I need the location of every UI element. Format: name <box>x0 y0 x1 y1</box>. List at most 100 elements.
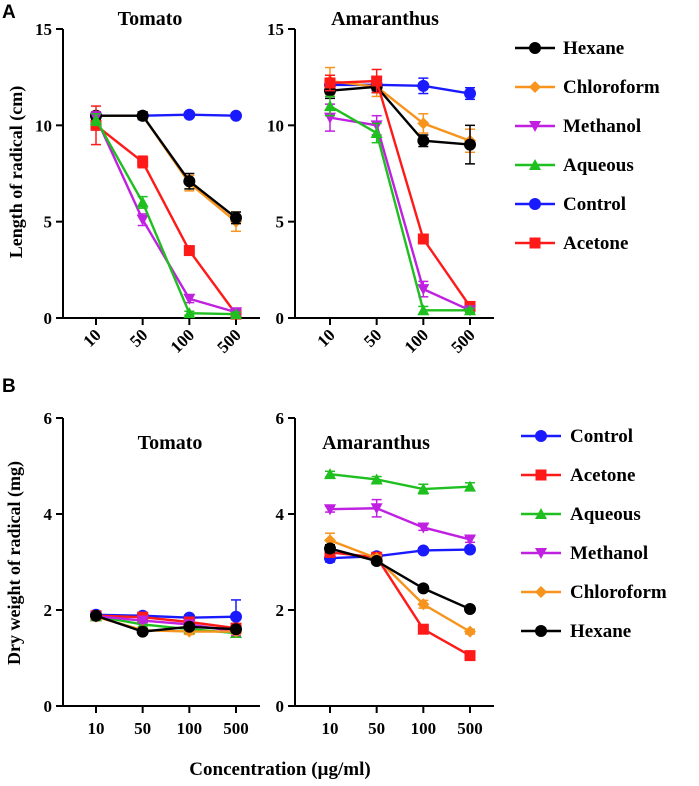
series-3-aqueous <box>324 468 476 495</box>
legend-b-item-hexane: Hexane <box>521 621 631 642</box>
data-point-1-methanol-2 <box>417 284 430 296</box>
series-1-hexane <box>324 80 476 165</box>
legend-b-label-acetone: Acetone <box>570 465 635 486</box>
legend-b-marker-methanol <box>535 548 547 559</box>
data-point-0-methanol-1 <box>136 214 149 226</box>
legend-b-marker-chloroform <box>535 586 547 598</box>
series-3-methanol <box>324 498 476 546</box>
legend-a-label-acetone: Acetone <box>563 233 628 254</box>
legend-a-marker-chloroform <box>529 81 541 93</box>
data-point-1-hexane-3 <box>464 138 476 151</box>
series-0-methanol <box>90 111 242 319</box>
legend-a-label-chloroform: Chloroform <box>563 77 660 98</box>
x-tick-label-1-500: 500 <box>447 325 478 356</box>
legend-a-item-acetone: Acetone <box>515 233 628 254</box>
x-tick-label-2-100: 100 <box>177 719 203 738</box>
series-line-2-hexane <box>95 614 237 633</box>
x-tick-label-1-10: 10 <box>313 325 338 350</box>
data-point-0-control-2 <box>183 108 196 121</box>
data-point-3-methanol-2 <box>417 522 430 534</box>
chart-title-0: Tomato <box>118 8 183 30</box>
data-point-3-control-2 <box>417 544 430 557</box>
series-line-0-aqueous <box>94 118 237 316</box>
x-tick-label-0-50: 50 <box>126 325 151 350</box>
x-tick-label-0-500: 500 <box>213 325 244 356</box>
series-line-3-control <box>329 548 471 560</box>
legend-a-marker-hexane <box>529 42 541 54</box>
legend-a-label-hexane: Hexane <box>563 38 624 59</box>
data-point-1-hexane-2 <box>417 134 430 147</box>
legend-b-marker-aqueous <box>535 508 547 519</box>
y-tick-label-2-2: 2 <box>44 601 53 620</box>
x-tick-label-2-500: 500 <box>223 719 249 738</box>
legend-a-item-hexane: Hexane <box>515 38 624 59</box>
y-tick-label-0-15: 15 <box>35 20 52 39</box>
x-tick-label-3-100: 100 <box>411 719 437 738</box>
legend-b-label-methanol: Methanol <box>570 543 648 564</box>
data-point-0-aqueous-3 <box>230 308 242 320</box>
series-3-acetone <box>324 546 476 662</box>
data-point-3-hexane-1 <box>370 555 383 568</box>
series-2-hexane <box>90 609 242 638</box>
data-point-0-acetone-1 <box>137 156 149 168</box>
legend-b: Control Acetone Aqueous Methanol Chloroform H… <box>521 426 667 642</box>
data-point-3-aqueous-2 <box>417 483 430 495</box>
series-line-3-hexane <box>329 547 471 611</box>
legend-b-marker-hexane <box>535 625 547 637</box>
chart-3-b-amaranthus: Amaranthus 0 2 4 6 10 50 100 500 <box>276 409 494 738</box>
legend-a-marker-acetone <box>529 237 541 249</box>
y-tick-label-3-0: 0 <box>276 697 285 716</box>
series-1-methanol <box>324 103 476 317</box>
data-point-3-hexane-2 <box>417 582 430 595</box>
x-axis-label: Concentration (µg/ml) <box>189 759 370 780</box>
data-point-1-acetone-0 <box>324 77 336 89</box>
legend-a-label-methanol: Methanol <box>563 116 641 137</box>
y-tick-label-0-0: 0 <box>44 309 53 328</box>
legend-b-marker-control <box>535 430 547 442</box>
data-point-2-methanol-1 <box>136 615 149 627</box>
data-point-0-acetone-2 <box>183 245 195 257</box>
legend-b-label-aqueous: Aqueous <box>570 504 641 525</box>
data-point-0-control-3 <box>230 109 242 122</box>
data-point-0-hexane-3 <box>230 211 242 224</box>
x-tick-label-3-50: 50 <box>368 719 385 738</box>
legend-a-label-aqueous: Aqueous <box>563 155 634 176</box>
y-tick-label-1-10: 10 <box>267 116 284 135</box>
legend-a-item-control: Control <box>515 194 626 215</box>
chart-title-3: Amaranthus <box>322 432 430 454</box>
data-point-1-aqueous-1 <box>370 127 383 139</box>
series-line-3-chloroform <box>329 539 471 633</box>
x-tick-label-1-50: 50 <box>360 325 385 350</box>
legends-group: Hexane Chloroform Methanol Aqueous Control Ac… <box>515 38 667 642</box>
series-0-acetone <box>90 105 242 320</box>
y-axis-label-a: Length of radical (cm) <box>6 86 27 258</box>
y-tick-label-2-4: 4 <box>44 505 53 524</box>
legend-b-item-chloroform: Chloroform <box>521 582 667 603</box>
legend-a-item-aqueous: Aqueous <box>515 155 634 176</box>
x-tick-label-3-10: 10 <box>322 719 339 738</box>
series-line-1-aqueous <box>329 105 470 312</box>
data-point-3-control-3 <box>464 543 476 556</box>
legend-b-item-methanol: Methanol <box>521 543 648 564</box>
data-point-1-acetone-1 <box>371 75 383 87</box>
legend-b-marker-acetone <box>535 469 547 481</box>
data-point-0-aqueous-0 <box>90 113 102 125</box>
series-line-3-acetone <box>329 551 471 657</box>
series-line-0-acetone <box>95 124 237 315</box>
data-point-2-hexane-1 <box>136 625 149 638</box>
data-point-3-acetone-2 <box>417 623 429 635</box>
data-point-0-aqueous-1 <box>136 196 149 208</box>
legend-a-marker-control <box>529 198 541 210</box>
data-point-3-chloroform-3 <box>464 625 476 638</box>
legend-b-label-hexane: Hexane <box>570 621 631 642</box>
legend-b-item-aqueous: Aqueous <box>521 504 641 525</box>
series-0-aqueous <box>90 113 242 320</box>
legend-a-item-methanol: Methanol <box>515 116 641 137</box>
y-tick-label-3-4: 4 <box>276 505 285 524</box>
series-1-aqueous <box>324 95 476 316</box>
y-tick-label-2-6: 6 <box>44 409 53 428</box>
y-tick-label-1-15: 15 <box>267 20 284 39</box>
series-line-1-chloroform <box>329 79 471 142</box>
chart-title-2: Tomato <box>138 432 203 454</box>
data-point-0-hexane-1 <box>136 109 149 122</box>
